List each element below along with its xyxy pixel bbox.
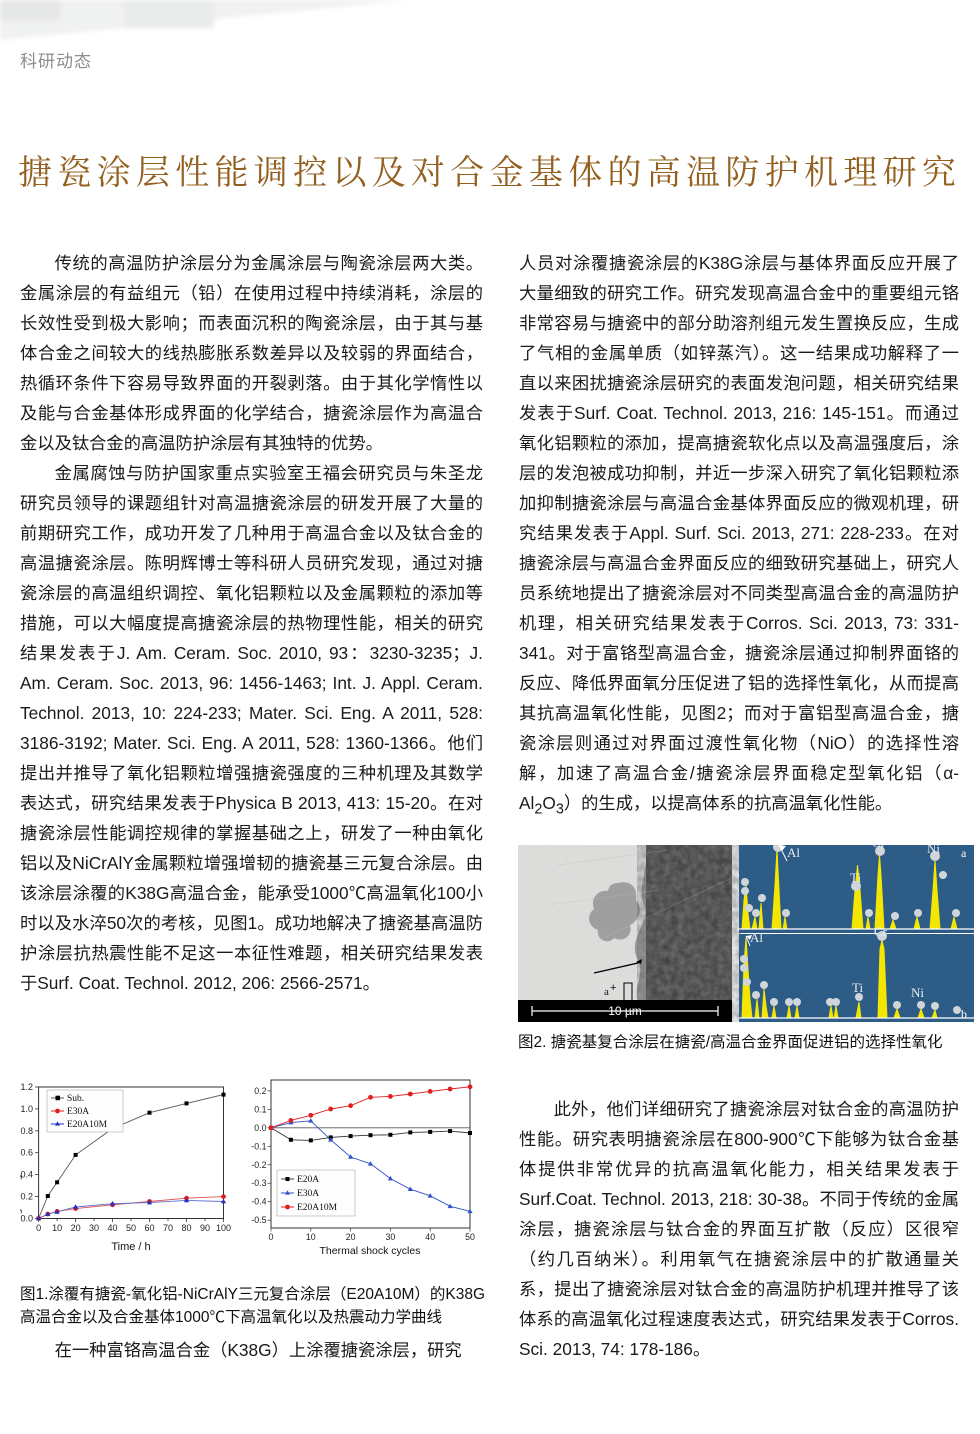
svg-text:20: 20: [346, 1232, 356, 1242]
svg-text:E20A10M: E20A10M: [67, 1120, 108, 1130]
svg-text:Ni: Ni: [927, 845, 940, 856]
svg-text:10: 10: [306, 1232, 316, 1242]
svg-text:50: 50: [126, 1223, 136, 1233]
svg-text:a: a: [961, 846, 967, 860]
svg-text:Thermal shock cycles: Thermal shock cycles: [320, 1245, 421, 1257]
svg-text:40: 40: [425, 1232, 435, 1242]
svg-text:0.0: 0.0: [254, 1123, 266, 1133]
svg-text:E20A: E20A: [297, 1175, 319, 1185]
svg-text:-0.2: -0.2: [251, 1160, 266, 1170]
svg-text:0: 0: [36, 1223, 41, 1233]
svg-text:-0.5: -0.5: [251, 1215, 266, 1225]
svg-text:-0.3: -0.3: [251, 1178, 266, 1188]
svg-text:E20A10M: E20A10M: [297, 1203, 338, 1213]
svg-text:Sub.: Sub.: [67, 1094, 84, 1104]
svg-text:1.0: 1.0: [20, 1104, 33, 1114]
svg-text:Ni: Ni: [911, 985, 924, 1000]
svg-text:80: 80: [181, 1223, 191, 1233]
svg-text:0.8: 0.8: [20, 1126, 33, 1136]
svg-text:0.2: 0.2: [254, 1086, 266, 1096]
svg-text:a: a: [604, 986, 609, 998]
svg-text:10: 10: [52, 1223, 62, 1233]
svg-text:0.6: 0.6: [20, 1148, 33, 1158]
svg-text:Al: Al: [750, 930, 763, 945]
svg-text:40: 40: [107, 1223, 117, 1233]
svg-text:90: 90: [200, 1223, 210, 1233]
svg-text:b: b: [961, 1007, 967, 1021]
svg-text:60: 60: [144, 1223, 154, 1233]
svg-text:0: 0: [269, 1232, 274, 1242]
svg-text:E30A: E30A: [67, 1107, 89, 1117]
svg-text:20: 20: [71, 1223, 81, 1233]
svg-text:30: 30: [386, 1232, 396, 1242]
svg-text:Al: Al: [787, 845, 800, 860]
svg-text:-0.1: -0.1: [251, 1141, 266, 1151]
svg-text:Ti: Ti: [850, 870, 861, 885]
svg-text:1.2: 1.2: [20, 1082, 33, 1092]
svg-text:100: 100: [216, 1223, 231, 1233]
svg-text:Cr: Cr: [872, 845, 886, 850]
svg-text:-0.4: -0.4: [251, 1197, 266, 1207]
svg-text:Mass gain / mg*cm-2: Mass gain / mg*cm-2: [20, 1152, 23, 1239]
svg-text:Time / h: Time / h: [111, 1241, 150, 1253]
svg-text:Ti: Ti: [852, 980, 863, 995]
svg-text:E30A: E30A: [297, 1189, 319, 1199]
svg-text:30: 30: [89, 1223, 99, 1233]
svg-text:Cr: Cr: [874, 924, 888, 939]
svg-text:0.1: 0.1: [254, 1104, 266, 1114]
svg-text:10 µm: 10 µm: [608, 1004, 642, 1018]
svg-text:+: +: [610, 982, 616, 994]
svg-text:50: 50: [465, 1232, 475, 1242]
svg-text:70: 70: [163, 1223, 173, 1233]
